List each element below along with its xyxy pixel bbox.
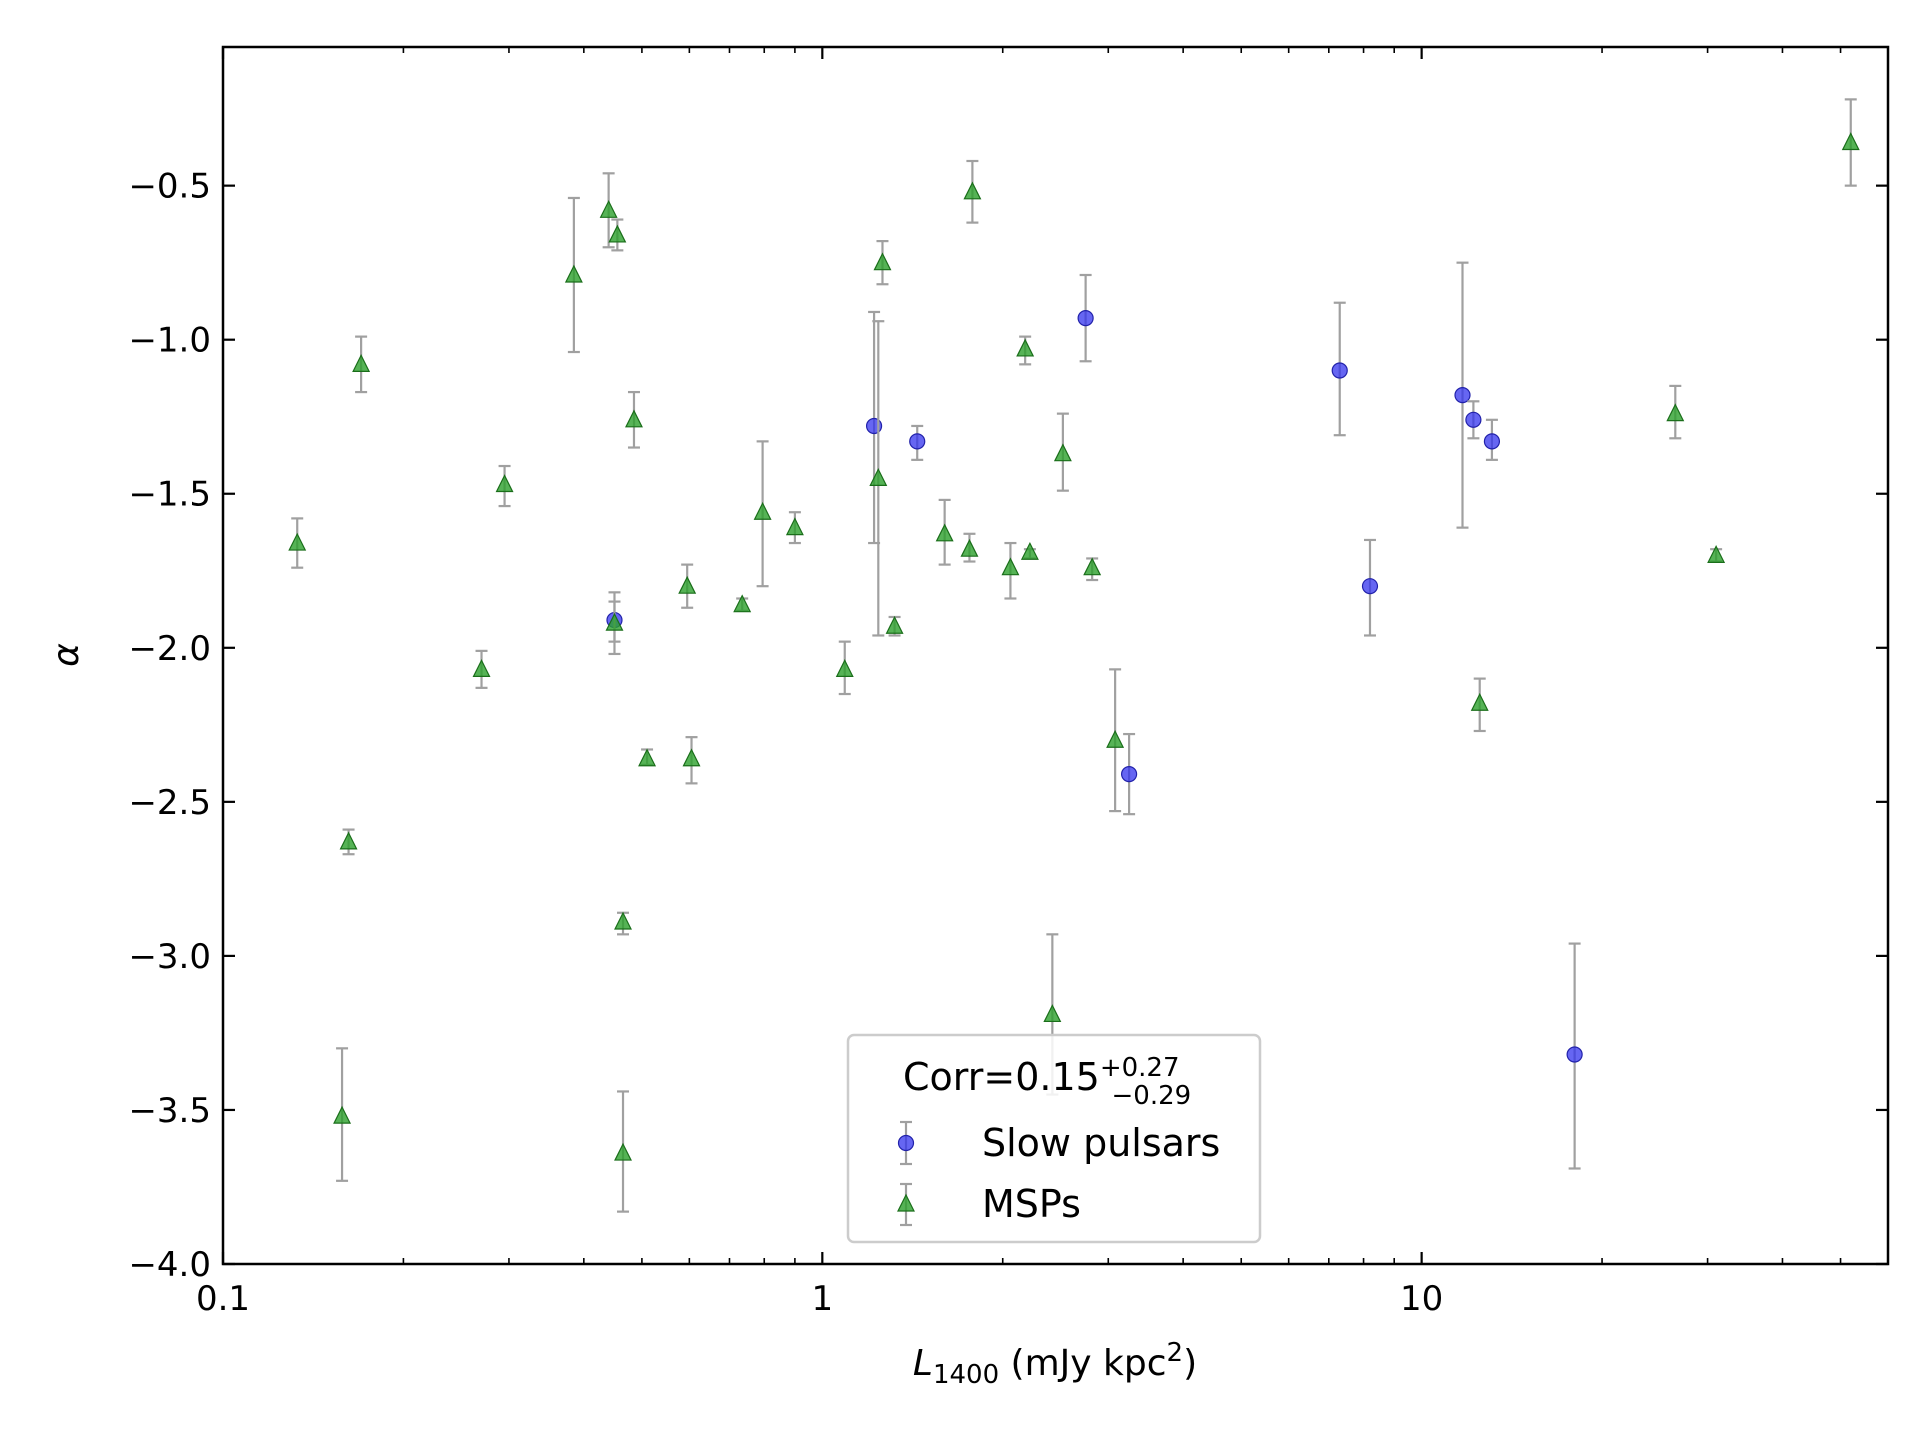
axes-frame [221, 45, 1890, 1266]
data-point-msp [564, 264, 583, 283]
data-point-msp [1016, 338, 1035, 357]
data-point-msp [1020, 541, 1039, 560]
y-tick-label: −3.0 [128, 937, 211, 977]
data-point-msp [1707, 545, 1726, 563]
data-point-msp [333, 1105, 352, 1124]
y-tick-label: −0.5 [128, 167, 211, 207]
data-point-msp [614, 1142, 632, 1161]
legend-label-slow-pulsars: Slow pulsars [982, 1121, 1220, 1165]
data-point-msp [1666, 403, 1685, 422]
data-point-msp [608, 224, 627, 243]
legend: Corr=0.15+0.27 −0.29 Slow pulsars MSPs [846, 1033, 1262, 1244]
data-point-msp [885, 615, 904, 634]
y-tick-label: −3.5 [128, 1091, 211, 1131]
legend-item-slow-pulsars: Slow pulsars [897, 1120, 1220, 1166]
data-point-msp [753, 501, 772, 520]
data-point-slow-pulsar [1361, 578, 1379, 595]
data-point-msp [614, 911, 632, 930]
x-tick-label: 0.1 [196, 1279, 250, 1319]
data-point-slow-pulsar [1121, 766, 1138, 783]
data-point-msp [288, 532, 307, 551]
legend-box [846, 1033, 1262, 1244]
y-tick-label: −1.0 [128, 321, 211, 361]
data-point-msp [935, 523, 954, 542]
data-point-slow-pulsar [1454, 387, 1471, 404]
y-tick-label: −2.5 [128, 783, 211, 823]
data-point-msp [963, 181, 982, 200]
x-axis-label: L1400 (mJy kpc2) [913, 1338, 1197, 1390]
data-point-msp [1106, 729, 1125, 748]
y-tick-label: −1.5 [128, 475, 211, 515]
data-point-msp [733, 594, 752, 613]
data-point-msp [339, 831, 358, 850]
y-axis-label: α [46, 643, 87, 667]
legend-marker-triangle [897, 1193, 915, 1212]
legend-label-msps: MSPs [982, 1182, 1081, 1226]
data-point-msp [785, 517, 804, 536]
data-point-msp [599, 199, 618, 218]
data-point-msp [835, 659, 854, 677]
data-point-slow-pulsar [1331, 362, 1348, 379]
data-point-slow-pulsar [909, 433, 926, 450]
data-point-msp [960, 538, 979, 557]
data-point-msp [495, 474, 514, 493]
x-tick-label: 1 [811, 1279, 833, 1319]
data-point-msp [1083, 557, 1102, 576]
data-point-slow-pulsar [1566, 1046, 1583, 1063]
data-point-msp [869, 468, 888, 486]
legend-title: Corr=0.15+0.27 −0.29 [903, 1053, 1191, 1111]
data-point-slow-pulsar [1465, 411, 1482, 428]
data-point-msp [352, 354, 371, 372]
data-point-msp [638, 748, 657, 767]
axis-ticks: −0.5 −1.0 −1.5 −2.0 −2.5 −3.0 −3.5 −4.00.1 1 10 [128, 47, 1889, 1319]
data-point-slow-pulsar [1483, 433, 1501, 450]
x-tick-label: 10 [1400, 1279, 1443, 1319]
data-point-msp [678, 575, 697, 594]
data-point-msp [873, 252, 892, 271]
y-tick-label: −2.0 [128, 629, 211, 669]
data-point-msp [1053, 443, 1072, 462]
y-tick-label: −4.0 [128, 1245, 211, 1285]
data-point-msp [682, 748, 701, 767]
legend-marker-circle [897, 1134, 915, 1152]
data-point-msp [1043, 1004, 1062, 1023]
data-point-msp [625, 409, 643, 428]
legend-item-msps: MSPs [897, 1182, 1081, 1227]
data-point-msp [1841, 132, 1860, 151]
data-point-msp [605, 612, 624, 631]
data-point-msp [1001, 557, 1020, 576]
data-point-msp [1470, 692, 1489, 711]
data-point-msp [472, 659, 491, 677]
data-point-slow-pulsar [1077, 310, 1094, 327]
